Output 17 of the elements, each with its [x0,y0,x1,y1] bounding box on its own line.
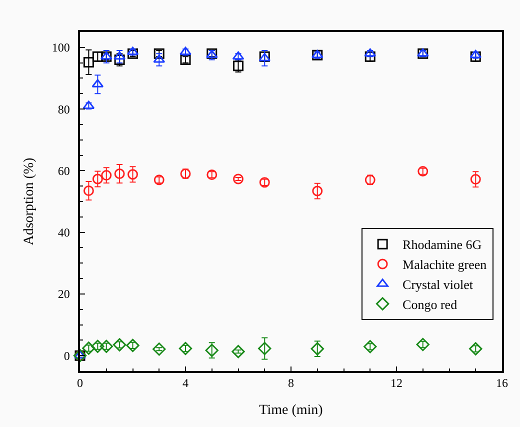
y-tick-label: 0 [64,348,70,363]
x-tick-label: 16 [496,376,508,390]
x-tick-label: 4 [182,376,188,390]
y-tick-label: 40 [58,226,70,240]
x-axis-title: Time (min) [259,402,324,418]
y-tick-label: 80 [58,102,70,116]
legend-label: Malachite green [402,257,488,272]
y-tick-label: 20 [58,287,70,302]
x-tick-label: 12 [390,376,402,390]
x-tick-label: 0 [77,376,83,390]
y-tick-label: 60 [58,164,70,178]
y-axis-title: Adsorption (%) [22,157,37,246]
x-tick-label: 8 [288,376,294,390]
y-tick-label: 100 [52,40,70,55]
legend-label: Congo red [402,296,458,312]
legend-label: Rhodamine 6G [402,237,482,252]
legend-label: Crystal violet [402,276,474,292]
